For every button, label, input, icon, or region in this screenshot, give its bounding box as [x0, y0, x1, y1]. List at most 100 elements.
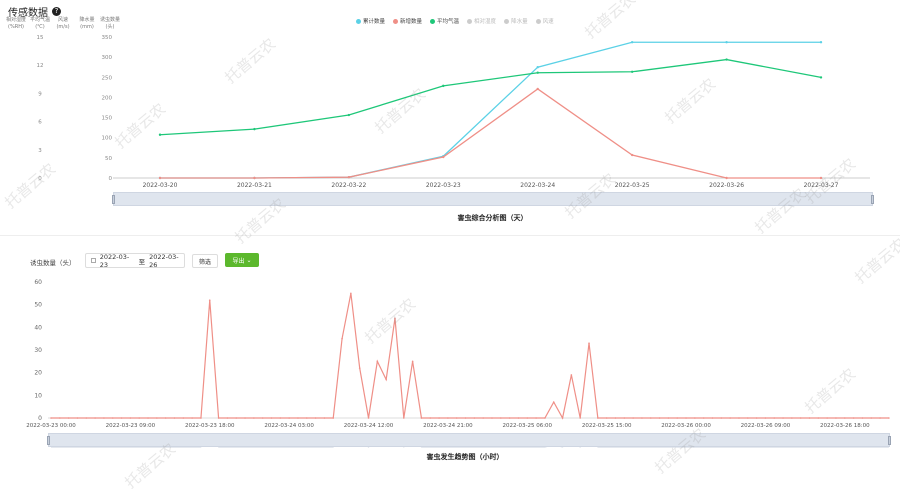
data-point: [411, 360, 414, 363]
date-separator: 至: [138, 257, 146, 266]
x-tick: 2022-03-24 12:00: [344, 423, 394, 429]
data-point: [630, 41, 634, 44]
data-point: [702, 417, 705, 419]
axis-header: 诱虫数量 (头): [97, 17, 123, 31]
data-point: [429, 417, 432, 419]
legend-item[interactable]: 平均气温: [430, 17, 459, 25]
data-point: [464, 417, 467, 419]
x-tick: 2022-03-25 06:00: [502, 423, 552, 429]
data-point: [729, 417, 731, 419]
data-point: [173, 417, 176, 419]
legend-dot-icon: [430, 18, 436, 24]
data-point: [746, 417, 749, 419]
y-tick: 50: [34, 302, 42, 309]
data-point: [773, 417, 776, 419]
slider-handle-right[interactable]: [888, 436, 891, 445]
data-point: [630, 70, 634, 73]
y-right-tick: 50: [105, 156, 112, 162]
legend-item[interactable]: 风速: [535, 17, 554, 25]
data-point: [536, 87, 539, 91]
y-right-tick: 0: [109, 176, 113, 182]
y-right-tick: 150: [102, 116, 113, 122]
legend-item[interactable]: 累计数量: [356, 17, 385, 25]
y-left-tick: 15: [37, 35, 44, 41]
data-point: [305, 417, 308, 419]
data-point: [347, 113, 351, 117]
date-start[interactable]: 2022-03-23: [99, 252, 130, 269]
data-point: [50, 417, 52, 419]
data-point: [632, 417, 634, 419]
date-end[interactable]: 2022-03-26: [149, 252, 179, 269]
data-point: [442, 84, 445, 88]
axis-header: 相对湿度 (%RH): [3, 17, 29, 31]
x-tick: 2022-03-24 21:00: [423, 423, 473, 429]
data-point: [253, 417, 255, 419]
filter-button[interactable]: 筛选: [192, 254, 218, 268]
data-point: [111, 417, 114, 419]
series-line: [159, 58, 822, 136]
legend-item[interactable]: 相对湿度: [467, 17, 496, 25]
x-tick: 2022-03-23 00:00: [26, 423, 76, 429]
legend-item[interactable]: 新增数量: [393, 17, 422, 25]
top-chart-title: 害虫综合分析图（天）: [457, 214, 528, 222]
data-point: [879, 417, 881, 419]
data-point: [508, 417, 511, 419]
data-point: [614, 417, 617, 419]
export-button[interactable]: 导出 ⌄: [225, 253, 259, 267]
date-range-picker[interactable]: 2022-03-23 至 2022-03-26: [85, 252, 185, 269]
data-point: [725, 58, 728, 61]
data-point: [67, 417, 70, 419]
axis-name: 平均气温: [29, 17, 50, 23]
slider-handle-right[interactable]: [871, 195, 874, 204]
y-tick: 10: [34, 392, 42, 399]
question-circle-icon[interactable]: ?: [52, 7, 61, 16]
data-point: [385, 378, 387, 381]
chart-legend: 累计数量 新增数量 平均气温 相对湿度 降水量 风速: [356, 17, 554, 25]
y-tick: 20: [34, 370, 42, 377]
slider-handle-left[interactable]: [112, 195, 115, 204]
data-point: [442, 155, 445, 159]
data-point: [649, 417, 652, 419]
data-point: [517, 417, 520, 419]
x-tick: 2022-03-20: [143, 182, 178, 189]
data-point: [347, 175, 351, 179]
data-point: [376, 360, 379, 363]
slider-handle-left[interactable]: [47, 436, 50, 445]
data-point: [288, 417, 290, 419]
y-left-tick: 3: [38, 148, 42, 154]
data-point: [94, 417, 96, 419]
data-point: [314, 417, 317, 419]
axis-header: 平均气温 (℃): [27, 17, 53, 31]
data-point: [623, 417, 626, 419]
legend-label: 新增数量: [400, 19, 423, 25]
x-tick: 2022-03-24: [520, 182, 555, 189]
y-right-tick: 350: [102, 35, 113, 41]
series-line: [160, 88, 822, 179]
data-point: [552, 401, 555, 403]
x-tick: 2022-03-27: [804, 182, 839, 189]
data-point: [76, 417, 79, 419]
data-point: [59, 417, 61, 419]
bottom-zoom-slider[interactable]: [47, 433, 891, 447]
data-point: [447, 417, 449, 419]
data-point: [103, 417, 105, 419]
axis-header: 降水量 (mm): [74, 17, 100, 31]
y-right-tick: 200: [102, 95, 113, 101]
data-point: [253, 176, 256, 180]
x-tick: 2022-03-22: [331, 182, 366, 189]
axis-header: 风速 (m/s): [50, 17, 76, 31]
data-point: [819, 76, 823, 79]
data-point: [888, 417, 890, 419]
x-tick: 2022-03-23 18:00: [185, 423, 235, 429]
calendar-icon: [91, 258, 96, 263]
x-tick: 2022-03-25 15:00: [582, 423, 632, 429]
data-point: [570, 374, 573, 376]
data-point: [844, 417, 846, 419]
data-point: [500, 417, 502, 419]
top-zoom-slider[interactable]: [112, 192, 874, 206]
legend-item[interactable]: 降水量: [504, 17, 528, 25]
data-point: [605, 417, 608, 419]
data-point: [156, 417, 158, 419]
y-tick: 40: [34, 324, 42, 331]
y-left-tick: 9: [38, 91, 42, 97]
